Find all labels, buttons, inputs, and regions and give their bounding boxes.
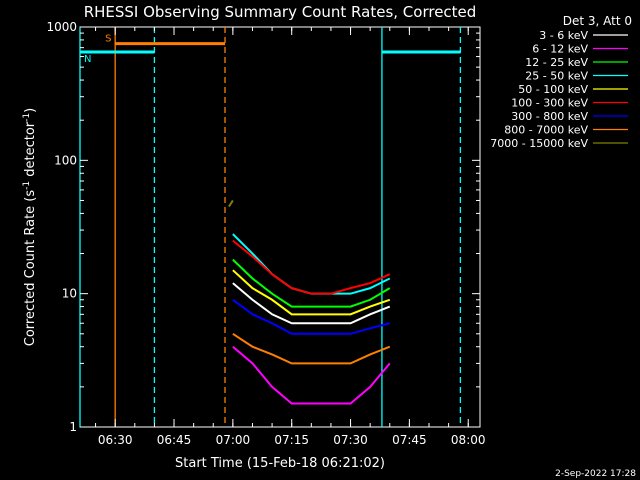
y-tick-label: 10 [62, 287, 77, 301]
x-tick-label: 07:15 [274, 433, 309, 447]
chart-title: RHESSI Observing Summary Count Rates, Co… [84, 3, 477, 21]
interval-label: S [105, 34, 111, 45]
x-tick-label: 07:45 [392, 433, 427, 447]
legend-label: 6 - 12 keV [532, 43, 588, 56]
legend-label: 3 - 6 keV [539, 29, 588, 42]
series-line [232, 239, 391, 295]
legend-title: Det 3, Att 0 [563, 14, 632, 28]
x-tick-label: 06:45 [157, 433, 192, 447]
y-axis-label-part: detector [23, 121, 38, 181]
x-tick-label: 08:00 [451, 433, 486, 447]
legend-label: 25 - 50 keV [525, 70, 588, 83]
legend-label: 300 - 800 keV [511, 110, 588, 123]
x-axis-label: Start Time (15-Feb-18 06:21:02) [175, 456, 385, 471]
y-axis-label: Corrected Count Rate (s-1 detector-1) [22, 108, 38, 346]
y-tick-label: 1 [69, 420, 77, 434]
series-line [232, 298, 391, 335]
legend-label: 12 - 25 keV [525, 56, 588, 69]
y-axis-label-superscript: -1 [22, 113, 32, 122]
series-line [228, 199, 234, 208]
series-line [232, 332, 391, 365]
y-axis-label-superscript: -1 [22, 181, 32, 190]
legend-label: 100 - 300 keV [511, 97, 588, 110]
series-line [232, 282, 391, 325]
series-line [232, 345, 391, 405]
y-tick-label: 1000 [46, 20, 77, 34]
y-tick-label: 100 [54, 153, 77, 167]
legend-label: 50 - 100 keV [518, 83, 588, 96]
y-axis-label-part: Corrected Count Rate (s [23, 190, 38, 347]
axes: 1 10 100 1000 06:30 06:45 07:00 07:15 07:30 07:45… [46, 20, 485, 447]
x-tick-label: 06:30 [98, 433, 133, 447]
x-tick-label: 07:00 [216, 433, 251, 447]
x-tick-label: 07:30 [333, 433, 368, 447]
interval-label: N [84, 54, 91, 65]
series-line [232, 269, 391, 316]
legend-label: 800 - 7000 keV [504, 124, 588, 137]
footer-date: 2-Sep-2022 17:28 [555, 469, 636, 479]
y-axis-label-part: ) [23, 108, 38, 113]
plot-frame [79, 26, 481, 428]
series-line [232, 258, 391, 308]
legend-label: 7000 - 15000 keV [490, 137, 588, 150]
plot-area: SN [79, 27, 462, 427]
